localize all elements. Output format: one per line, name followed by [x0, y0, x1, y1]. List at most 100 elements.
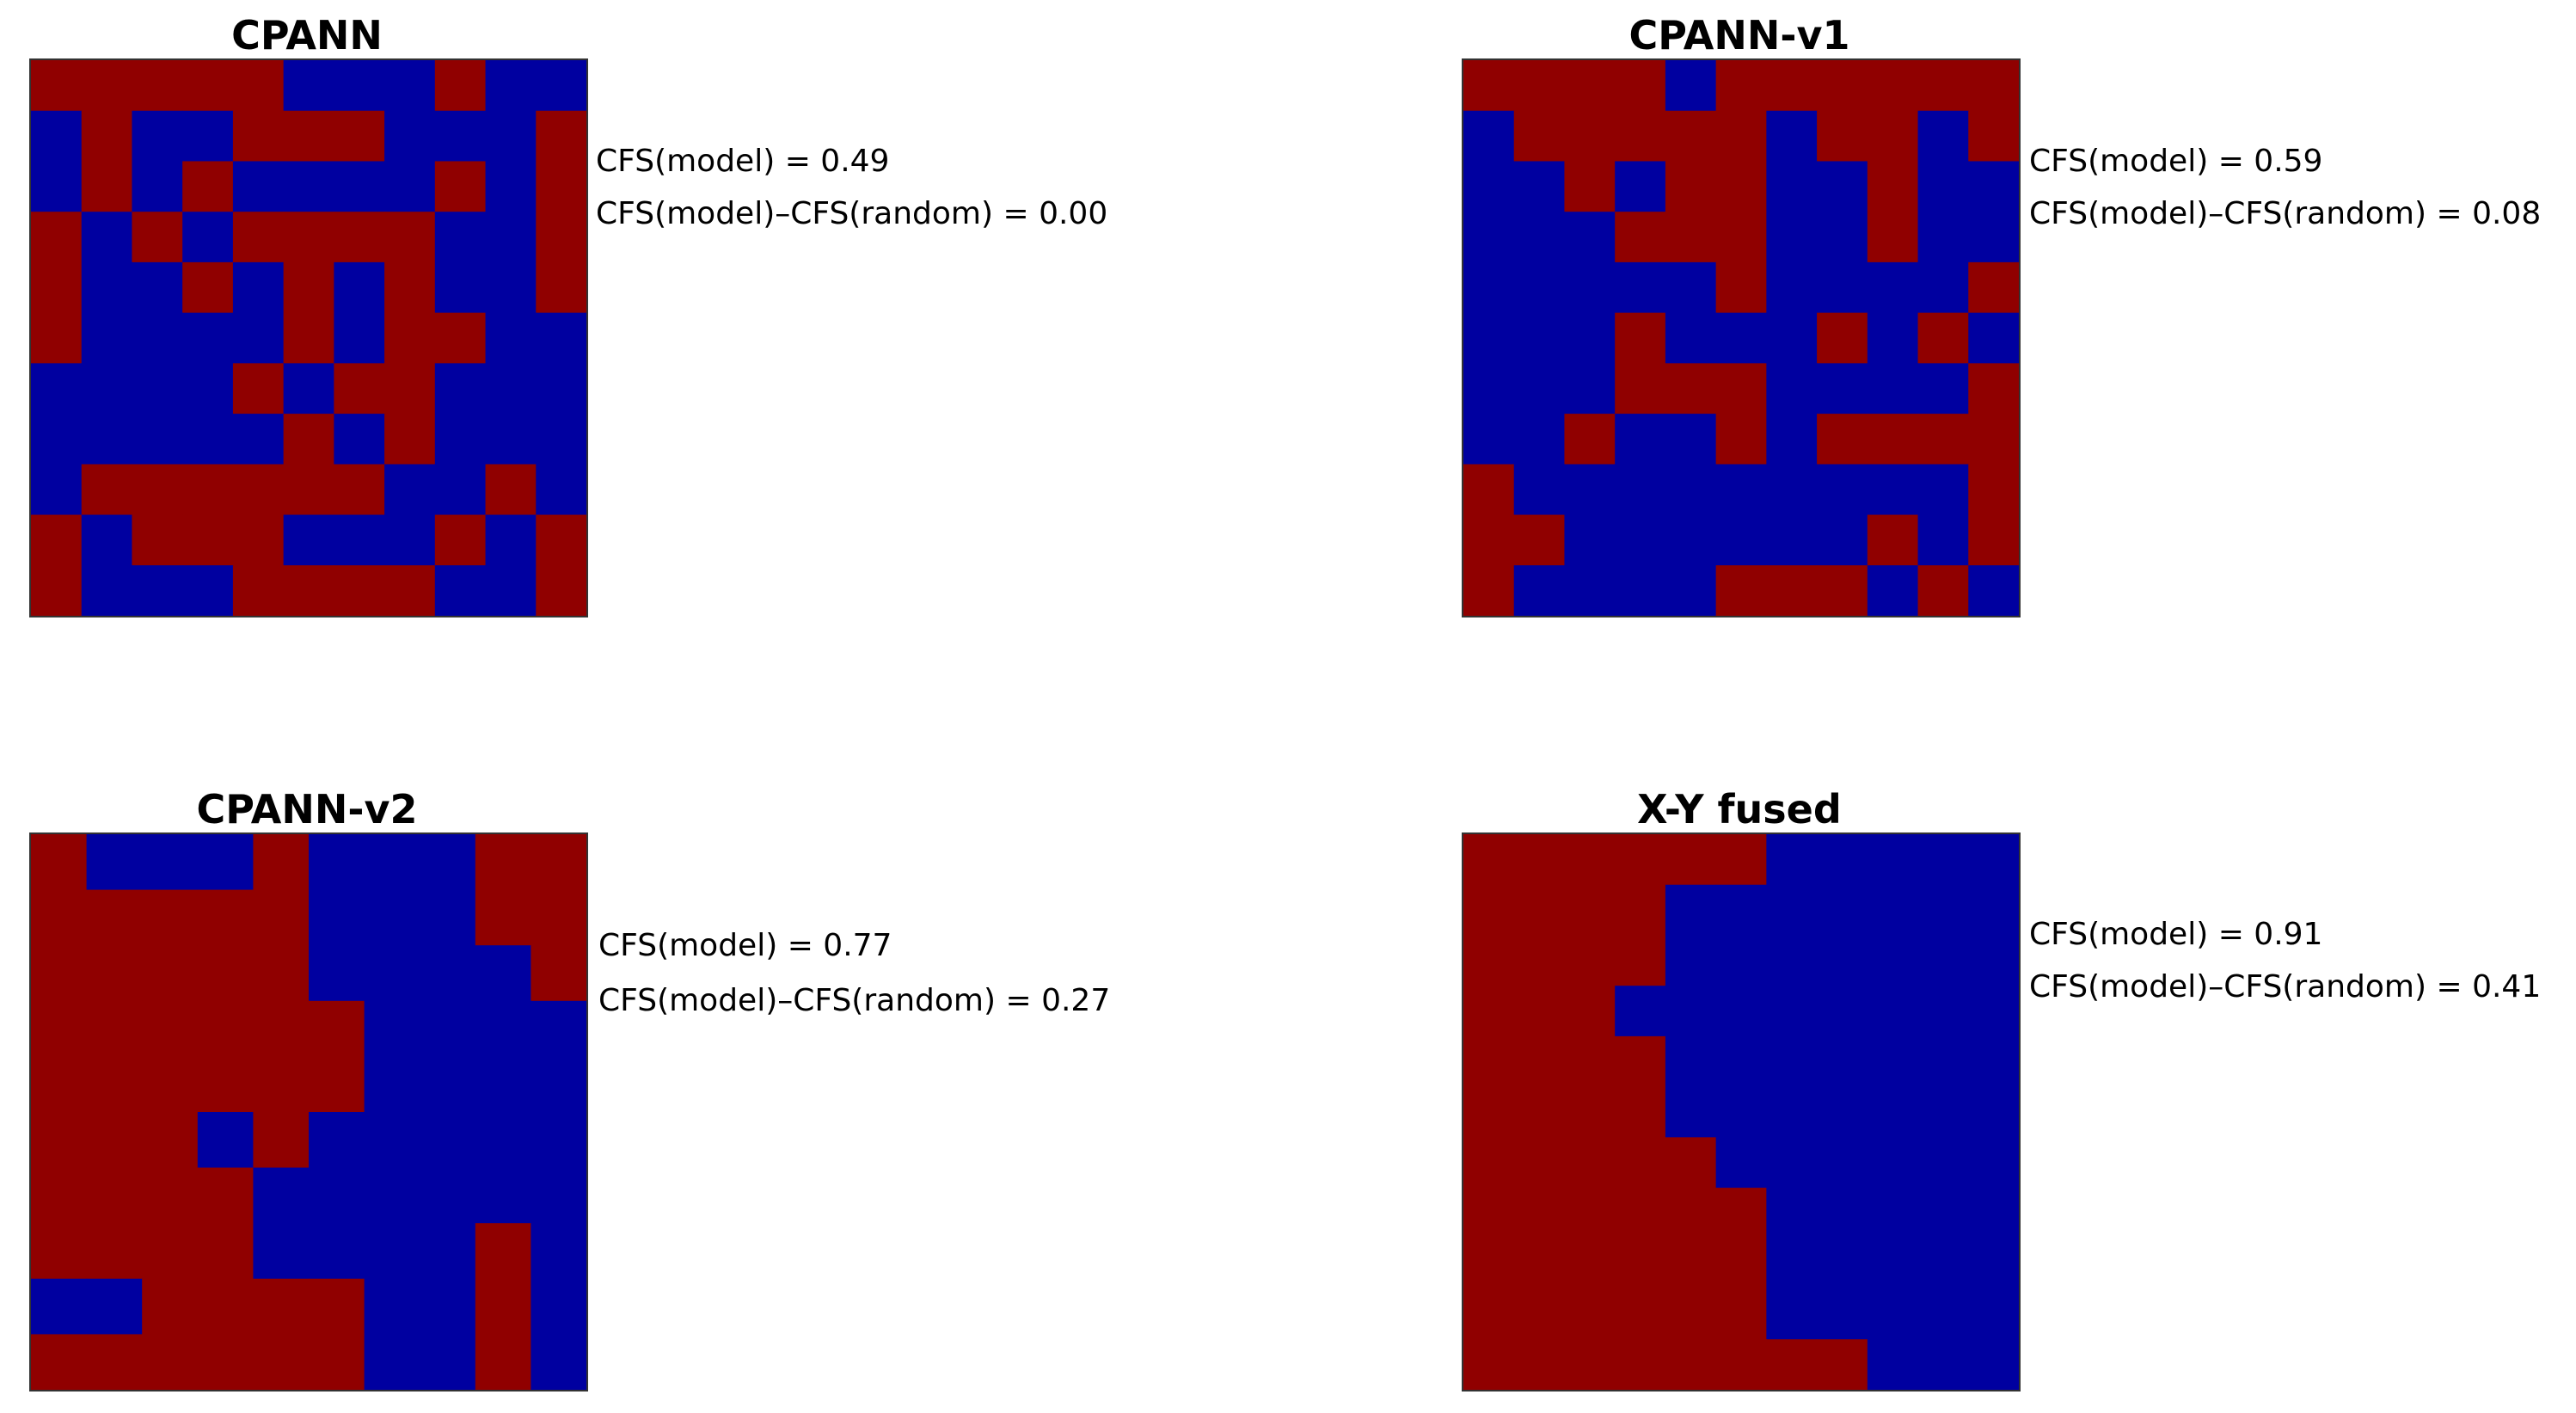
heatmap-cell: [475, 1056, 531, 1113]
heatmap-cell: [1564, 986, 1616, 1037]
heatmap-cell: [1766, 1188, 1818, 1239]
heatmap-cell: [334, 464, 385, 516]
heatmap-cell: [253, 1278, 310, 1335]
heatmap-cell: [1715, 261, 1767, 314]
heatmap-cell: [1817, 464, 1868, 516]
heatmap-cell: [434, 212, 487, 263]
heatmap-cell: [1817, 161, 1868, 212]
heatmap-cell: [1766, 1238, 1818, 1290]
heatmap-cell: [1817, 261, 1868, 314]
heatmap-cell: [384, 565, 436, 616]
heatmap-cell: [1615, 212, 1666, 263]
heatmap-cell: [1817, 1238, 1868, 1290]
heatmap-cell: [86, 1112, 143, 1169]
heatmap-cell: [31, 1334, 88, 1390]
heatmap-cell: [384, 464, 436, 516]
heatmap-cell: [81, 514, 133, 566]
heatmap-cell: [1615, 884, 1666, 937]
heatmap-cell: [1817, 935, 1868, 986]
heatmap-cell: [197, 1000, 254, 1057]
heatmap-cell: [142, 945, 199, 1002]
heatmap-cell: [1513, 1238, 1566, 1290]
heatmap-cell: [1615, 60, 1666, 112]
heatmap-cell: [485, 110, 537, 163]
heatmap-cell: [1766, 1288, 1818, 1340]
heatmap-svg: [1463, 60, 2019, 616]
heatmap-cell: [1564, 161, 1616, 212]
heatmap-cell: [1513, 1035, 1566, 1088]
heatmap-cell: [197, 1056, 254, 1113]
heatmap-cell: [1867, 884, 1919, 937]
heatmap-cell: [283, 414, 334, 465]
heatmap-cell: [1968, 464, 2019, 516]
heatmap-cell: [1867, 1188, 1919, 1239]
heatmap-cell: [1766, 884, 1818, 937]
heatmap-cell: [531, 1000, 586, 1057]
heatmap-cell: [1867, 834, 1919, 886]
heatmap-svg: [31, 834, 586, 1390]
heatmap-cell: [1917, 1188, 1969, 1239]
heatmap-cell: [475, 834, 531, 891]
heatmap-cell: [81, 414, 133, 465]
heatmap-cell: [86, 1056, 143, 1113]
heatmap-cell: [31, 312, 83, 364]
heatmap-cell: [1513, 261, 1566, 314]
heatmap-cell: [1917, 161, 1969, 212]
heatmap-cell: [253, 1000, 310, 1057]
heatmap-cell: [485, 161, 537, 212]
heatmap-cell: [132, 464, 183, 516]
heatmap-cell: [364, 1167, 420, 1224]
heatmap-cell: [475, 1167, 531, 1224]
heatmap-cell: [1513, 884, 1566, 937]
heatmap-cell: [1513, 161, 1566, 212]
heatmap-cell: [1463, 1238, 1515, 1290]
heatmap-cell: [485, 363, 537, 415]
heatmap-cell: [253, 1334, 310, 1390]
heatmap-cell: [253, 834, 310, 891]
heatmap-cell: [197, 945, 254, 1002]
heatmap-cell: [81, 363, 133, 415]
heatmap-cell: [334, 565, 385, 616]
heatmap-cell: [197, 834, 254, 891]
heatmap-cell: [81, 212, 133, 263]
heatmap-cell: [485, 414, 537, 465]
heatmap-cell: [1564, 834, 1616, 886]
heatmap-cell: [1615, 986, 1666, 1037]
heatmap-cell: [1513, 312, 1566, 364]
heatmap-cell: [485, 60, 537, 112]
heatmap-cell: [1715, 514, 1767, 566]
heatmap-cell: [1665, 261, 1717, 314]
heatmap-cell: [1615, 1035, 1666, 1088]
heatmap-cell: [420, 1334, 476, 1390]
heatmap-cell: [420, 1112, 476, 1169]
heatmap-cell: [1968, 935, 2019, 986]
heatmap-cell: [31, 60, 83, 112]
heatmap-cell: [1564, 1288, 1616, 1340]
heatmap-cell: [1615, 1288, 1666, 1340]
heatmap-cell: [1817, 986, 1868, 1037]
heatmap-cell: [1766, 834, 1818, 886]
panel-title: CPANN-v2: [196, 786, 418, 832]
heatmap-cell: [531, 1167, 586, 1224]
heatmap-cell: [253, 1167, 310, 1224]
heatmap-cell: [420, 834, 476, 891]
heatmap-cell: [1665, 1188, 1717, 1239]
cfs-model-value: CFS(model) = 0.59: [2029, 144, 2323, 179]
heatmap-cell: [475, 889, 531, 946]
heatmap-cell: [81, 110, 133, 163]
heatmap-cell: [31, 212, 83, 263]
heatmap-cell: [1463, 1188, 1515, 1239]
heatmap-cell: [1968, 312, 2019, 364]
heatmap-cell: [420, 1223, 476, 1280]
cfs-difference-value: CFS(model)–CFS(random) = 0.41: [2029, 969, 2542, 1004]
heatmap-cell: [1715, 1288, 1767, 1340]
heatmap-cell: [1968, 834, 2019, 886]
heatmap-cell: [1715, 1086, 1767, 1138]
heatmap-cell: [1867, 1238, 1919, 1290]
heatmap-cell: [182, 312, 234, 364]
heatmap-cell: [1665, 1086, 1717, 1138]
heatmap-cell: [1968, 414, 2019, 465]
heatmap-cell: [31, 363, 83, 415]
heatmap-cell: [334, 312, 385, 364]
heatmap-cell: [1867, 414, 1919, 465]
